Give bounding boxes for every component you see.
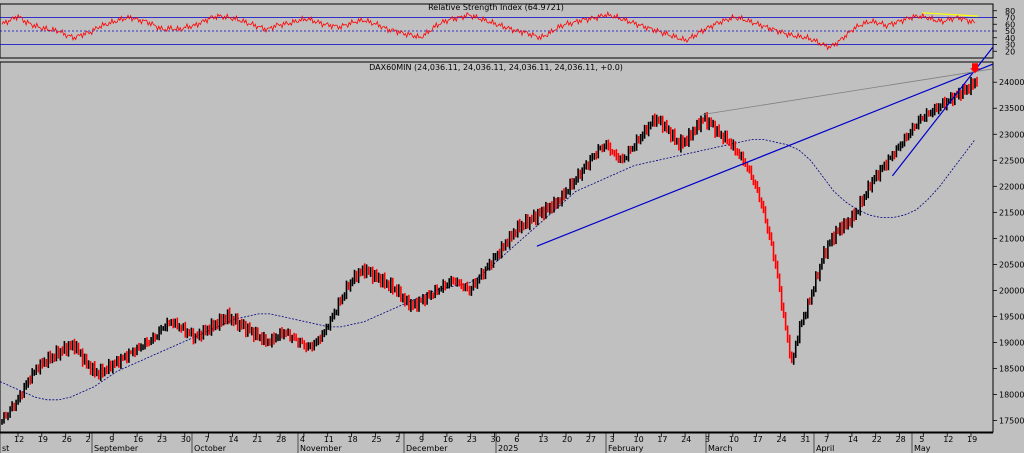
x-tick-label: 18 [348, 435, 358, 444]
price-tick-label: 24000 [999, 78, 1024, 87]
x-tick-label: 6 [514, 435, 519, 444]
x-tick-label: 28 [896, 435, 906, 444]
x-tick-label: 19 [967, 435, 977, 444]
month-label: October [194, 444, 227, 453]
x-tick-label: 11 [324, 435, 334, 444]
rsi-tick-label: 40 [1005, 34, 1015, 43]
x-tick-label: 13 [538, 435, 548, 444]
rsi-tick-label: 60 [1005, 20, 1015, 29]
x-tick-label: 23 [157, 435, 167, 444]
month-label: March [708, 444, 732, 453]
price-tick-label: 17500 [999, 417, 1024, 426]
rsi-annotation-line [921, 12, 979, 17]
x-tick-label: 24 [776, 435, 786, 444]
x-tick-label: 19 [38, 435, 48, 444]
x-tick-label: 16 [133, 435, 143, 444]
x-tick-label: 17 [753, 435, 763, 444]
x-tick-label: 10 [729, 435, 739, 444]
rsi-tick-label: 80 [1005, 7, 1015, 16]
month-label: May [914, 444, 931, 453]
price-tick-label: 20500 [999, 260, 1024, 269]
rsi-tick-label: 30 [1005, 41, 1015, 50]
x-tick-label: 3 [705, 435, 710, 444]
month-label: November [300, 444, 342, 453]
month-label: February [608, 444, 644, 453]
rsi-series-line [1, 10, 976, 51]
x-tick-label: 30 [491, 435, 501, 444]
price-candles [1, 76, 978, 425]
month-label: September [94, 444, 139, 453]
x-tick-label: 5 [919, 435, 924, 444]
price-panel [0, 61, 994, 433]
x-tick-label: 14 [228, 435, 238, 444]
x-tick-label: 27 [586, 435, 596, 444]
price-tick-label: 21000 [999, 234, 1024, 243]
price-tick-label: 19500 [999, 312, 1024, 321]
x-tick-label: 23 [467, 435, 477, 444]
price-tick-label: 18000 [999, 391, 1024, 400]
x-axis: 12 19 26 2 9 16 23 30 7 14 21 28 4 11 18 25 2 9 16 23 30 6 13 2… [0, 433, 977, 453]
x-tick-label: 17 [657, 435, 667, 444]
price-tick-label: 22000 [999, 182, 1024, 191]
x-tick-label: 30 [181, 435, 191, 444]
trendline-0 [536, 63, 994, 247]
rsi-tick-label: 70 [1005, 14, 1015, 23]
x-tick-label: 24 [681, 435, 691, 444]
month-label: December [406, 444, 448, 453]
x-tick-label: 3 [610, 435, 615, 444]
trendline-2 [702, 68, 994, 115]
x-tick-label: 22 [872, 435, 882, 444]
x-tick-label: 25 [371, 435, 381, 444]
x-tick-label: 7 [205, 435, 210, 444]
x-tick-label: 9 [109, 435, 114, 444]
price-tick-label: 18500 [999, 365, 1024, 374]
price-tick-label: 21500 [999, 208, 1024, 217]
x-tick-label: 12 [14, 435, 24, 444]
x-tick-label: 31 [800, 435, 810, 444]
x-tick-label: 21 [252, 435, 262, 444]
price-tick-label: 20000 [999, 286, 1024, 295]
month-label: April [816, 444, 834, 453]
x-tick-label: 2 [86, 435, 91, 444]
rsi-tick-label: 20 [1005, 47, 1015, 56]
moving-average-line [0, 139, 976, 401]
x-tick-label: 7 [824, 435, 829, 444]
x-tick-label: 9 [419, 435, 424, 444]
x-tick-label: 14 [848, 435, 858, 444]
rsi-title: Relative Strength Index (64.9721) [428, 3, 564, 12]
x-tick-label: 4 [300, 435, 305, 444]
x-tick-label: 20 [562, 435, 572, 444]
price-tick-label: 22500 [999, 156, 1024, 165]
rsi-tick-label: 50 [1005, 27, 1015, 36]
x-tick-label: 10 [634, 435, 644, 444]
x-tick-label: 12 [943, 435, 953, 444]
price-y-axis: 17500 18000 18500 19000 19500 20000 20500 21000… [993, 78, 1024, 426]
price-title: DAX60MIN (24,036.11, 24,036.11, 24,036.1… [369, 63, 623, 72]
red-arrow-marker [970, 63, 980, 74]
price-tick-label: 23000 [999, 130, 1024, 139]
x-tick-label: 28 [276, 435, 286, 444]
x-tick-label: 26 [62, 435, 72, 444]
price-tick-label: 19000 [999, 339, 1024, 348]
price-tick-label: 23500 [999, 104, 1024, 113]
x-tick-label: 2 [395, 435, 400, 444]
month-label: st [2, 444, 9, 453]
x-tick-label: 16 [443, 435, 453, 444]
rsi-reference-lines [0, 17, 993, 45]
month-label: 2025 [498, 444, 518, 453]
